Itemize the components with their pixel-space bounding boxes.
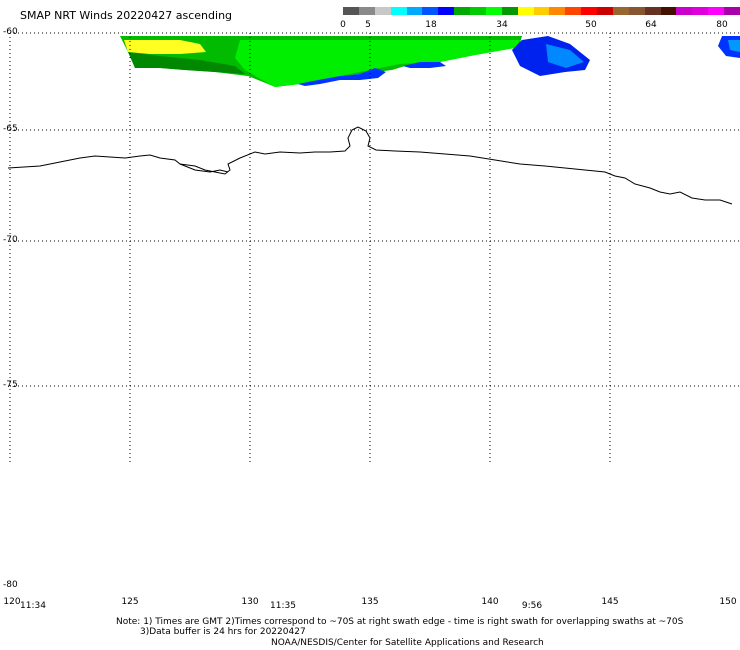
colorbar-segment: [692, 7, 709, 15]
wind-swath-blue-low-1: [298, 68, 386, 86]
colorbar-segment: [517, 7, 535, 15]
colorbar-segment: [422, 7, 439, 15]
lat-label-80: -80: [3, 580, 18, 590]
lon-label-130: 130: [241, 597, 259, 607]
lat-label-65: -65: [3, 124, 18, 134]
colorbar-segment: [708, 7, 725, 15]
lat-label-70: -70: [3, 235, 18, 245]
colorbar-segment: [485, 7, 503, 15]
colorbar-segment: [470, 7, 487, 15]
colorbar-segment: [374, 7, 392, 15]
antarctic-coastline: [7, 126, 733, 205]
wind-swath-green-light: [235, 40, 520, 87]
colorbar-segment: [406, 7, 423, 15]
colorbar-segment: [501, 7, 519, 15]
swath-time-1: 11:34: [20, 601, 46, 611]
colorbar-segment: [343, 7, 360, 15]
note-line-2: 3)Data buffer is 24 hrs for 20220427: [140, 627, 306, 637]
colorbar-label-18: 18: [425, 20, 437, 30]
colorbar-segment: [597, 7, 614, 15]
colorbar-segment: [644, 7, 662, 15]
wind-swath-cyan-far-east: [728, 40, 740, 52]
colorbar-segment: [565, 7, 582, 15]
wind-swath-blue-low-2: [403, 62, 446, 68]
colorbar-label-50: 50: [585, 20, 597, 30]
lat-label-60: -60: [3, 27, 18, 37]
note-line-1: Note: 1) Times are GMT 2)Times correspon…: [116, 617, 684, 627]
colorbar-segment: [358, 7, 376, 15]
lat-label-75: -75: [3, 380, 18, 390]
swath-time-2: 11:35: [270, 601, 296, 611]
lon-label-120: 120: [3, 597, 21, 607]
colorbar-label-80: 80: [716, 20, 728, 30]
colorbar-segment: [454, 7, 471, 15]
colorbar-segment: [533, 7, 550, 15]
colorbar-segment: [628, 7, 646, 15]
coastline-inlet: [179, 163, 229, 173]
colorbar-segment: [612, 7, 630, 15]
lon-label-140: 140: [481, 597, 499, 607]
colorbar-label-34: 34: [496, 20, 508, 30]
wind-swath: [120, 36, 740, 87]
lon-label-135: 135: [361, 597, 379, 607]
lat-lon-grid: [9, 32, 740, 465]
wind-swath-green-deep: [128, 52, 245, 74]
colorbar-label-0: 0: [340, 20, 346, 30]
colorbar-segment: [549, 7, 566, 15]
colorbar-label-5: 5: [365, 20, 371, 30]
colorbar-segment: [438, 7, 455, 15]
wind-swath-blue-east-light: [546, 44, 584, 68]
colorbar-segment: [724, 7, 740, 15]
map-title: SMAP NRT Winds 20220427 ascending: [20, 9, 233, 22]
colorbar-segment: [581, 7, 598, 15]
swath-time-3: 9:56: [521, 601, 543, 611]
colorbar-segment: [660, 7, 677, 15]
colorbar-segment: [676, 7, 693, 15]
note-line-3: NOAA/NESDIS/Center for Satellite Applica…: [271, 638, 544, 648]
colorbar-segment: [390, 7, 407, 15]
lon-label-145: 145: [601, 597, 619, 607]
wind-swath-yellow: [124, 40, 206, 54]
lon-label-125: 125: [121, 597, 139, 607]
colorbar-label-64: 64: [645, 20, 657, 30]
lon-label-150: 150: [719, 597, 737, 607]
